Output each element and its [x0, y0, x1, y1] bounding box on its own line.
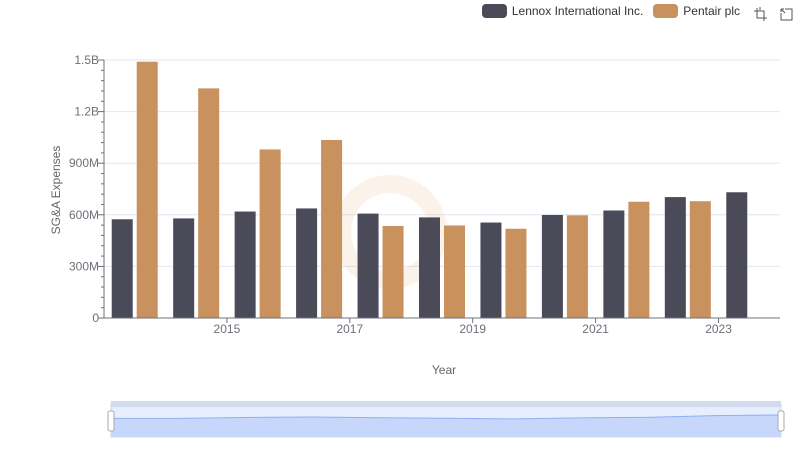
bar-lennox-2018 [357, 213, 379, 318]
legend-item-lennox[interactable]: Lennox International Inc. [481, 4, 644, 18]
bar-pentair-2022 [628, 201, 650, 318]
zoom-top-bar [111, 401, 781, 407]
bar-lennox-2020 [480, 222, 502, 318]
bar-pentair-2023 [689, 201, 711, 318]
bar-lennox-2014 [111, 219, 133, 318]
zoom-line [110, 414, 782, 420]
x-tick-label: 2023 [705, 322, 732, 336]
y-tick-label: 1.2B [74, 105, 99, 119]
legend-label-lennox: Lennox International Inc. [511, 4, 644, 18]
legend-label-pentair: Pentair plc [683, 4, 740, 18]
legend-swatch-pentair [653, 4, 679, 18]
y-tick-label: 300M [69, 259, 99, 273]
x-axis: 2015 2017 2019 2021 2023 [104, 317, 780, 336]
bar-pentair-2017 [321, 139, 343, 318]
chart-toolbox [752, 6, 794, 27]
bar-lennox-2015 [173, 218, 195, 318]
bar-lennox-2021 [541, 214, 563, 318]
bar-pentair-2014 [136, 61, 158, 318]
bar-pentair-2018 [382, 225, 404, 318]
bar-lennox-2023 [664, 197, 686, 318]
bar-pentair-2020 [505, 228, 527, 318]
y-tick-label: 1.5B [74, 53, 99, 67]
data-zoom-slider[interactable] [107, 401, 785, 438]
restore-icon[interactable] [778, 6, 794, 27]
zoom-area [111, 415, 781, 437]
bar-pentair-2019 [444, 225, 465, 318]
x-axis-title: Year [432, 363, 456, 377]
bar-pentair-2015 [198, 88, 220, 318]
bar-pentair-2021 [566, 215, 588, 318]
y-axis: 0 300M 600M 900M 1.2B 1.5B [69, 53, 105, 325]
bar-lennox-2016 [234, 211, 256, 318]
zoom-handle-right[interactable] [777, 410, 785, 432]
x-tick-label: 2021 [582, 322, 609, 336]
y-tick-label: 0 [92, 311, 99, 325]
x-tick-label: 2017 [336, 322, 363, 336]
y-tick-label: 600M [69, 208, 99, 222]
zoom-handle-left[interactable] [107, 410, 115, 432]
legend: Lennox International Inc. Pentair plc [481, 4, 740, 18]
y-axis-title: SG&A Expenses [49, 146, 63, 235]
bars [111, 61, 748, 318]
legend-swatch-lennox [481, 4, 507, 18]
bar-lennox-2017 [296, 208, 318, 318]
x-tick-label: 2019 [459, 322, 486, 336]
legend-item-pentair[interactable]: Pentair plc [653, 4, 740, 18]
bar-lennox-2019 [419, 217, 440, 318]
bar-lennox-2022 [603, 210, 625, 318]
zoom-select-icon[interactable] [752, 6, 768, 27]
y-tick-label: 900M [69, 156, 99, 170]
bar-pentair-2016 [259, 149, 281, 318]
zoom-selection [111, 405, 781, 437]
x-tick-label: 2015 [214, 322, 241, 336]
bar-lennox-2024 [726, 192, 748, 318]
